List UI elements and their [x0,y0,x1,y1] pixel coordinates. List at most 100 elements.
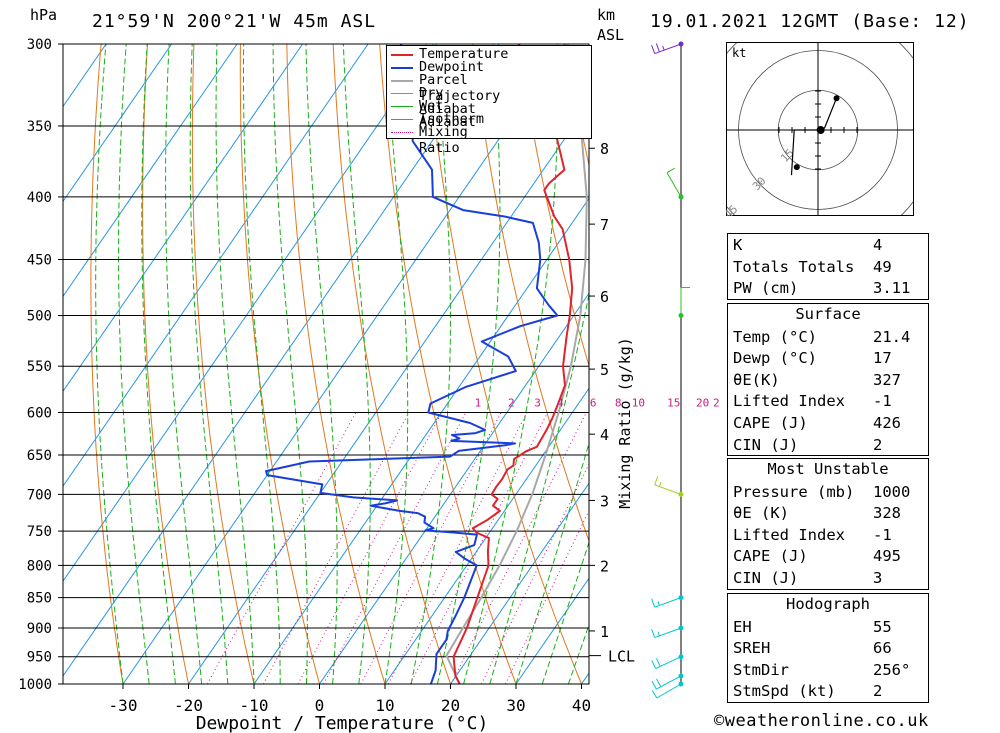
wind-barb-shaft [666,172,682,198]
most-unstable-title: Most Unstable [767,460,889,478]
stat-label: StmSpd (kt) [733,682,836,701]
wet-adiabat-line [342,44,371,684]
mixing-ratio-label: 6 [590,397,597,410]
dry-adiabat-line [658,44,720,684]
km-tick-label: 8 [600,140,609,158]
pressure-tick-label: 750 [27,524,52,540]
stat-label: CIN (J) [733,435,799,454]
stat-row-temp: Temp (°C) 21.4 [728,326,928,348]
pressure-tick-label: 500 [27,309,52,325]
stat-value: 2 [873,682,883,701]
skewt-chart: 3003504004505005506006507007508008509009… [18,37,720,733]
pressure-tick-label: 1000 [18,677,52,693]
mixing-ratio-label: 3 [534,397,541,410]
stat-label: Temp (°C) [733,327,817,346]
dry-adiabat-line [239,44,320,684]
mixing-ratio-label: 15 [667,397,680,410]
wind-barb-shaft [655,656,682,670]
legend-swatch [391,54,413,56]
stat-label: Pressure (mb) [733,482,855,501]
stat-row-stmdir: StmDir 256° [728,659,928,681]
km-tick-label: 3 [600,492,609,510]
isotherm-line [319,292,589,684]
stat-row-cin: CIN (J) 3 [728,567,928,589]
mixing-ratio-label: 1 [475,397,482,410]
temperature-tick-label: 40 [572,696,591,715]
wind-barb-shaft [656,683,682,699]
legend-swatch [391,67,413,69]
km-tick-label: 6 [600,288,609,306]
wind-barb-flag [651,660,657,669]
stat-row-cin: CIN (J) 2 [728,434,928,456]
stat-label: SREH [733,639,771,658]
wind-barb-half-flag [657,631,660,637]
pressure-tick-label: 600 [27,405,52,421]
pressure-tick-label: 550 [27,359,52,375]
legend-swatch [391,80,413,82]
stat-row-lifted-index: Lifted Index -1 [728,390,928,412]
stat-label: Lifted Index [733,525,845,544]
temperature-tick-label: 10 [375,696,394,715]
stat-label: CAPE (J) [733,547,808,566]
stat-label: Lifted Index [733,392,845,411]
legend-swatch [391,132,413,133]
stat-row-sreh: SREH 66 [728,637,928,659]
surface-title: Surface [795,305,861,323]
temperature-tick-label: 0 [315,696,325,715]
wet-adiabat-line [436,44,501,684]
pressure-unit-label: hPa [30,6,58,24]
mixing-ratio-line [297,412,443,684]
legend-label: Temperature [419,46,509,62]
plot-frame [62,43,590,685]
chart-legend: Temperature Dewpoint Parcel Trajectory D… [386,45,592,156]
wet-adiabat-line [567,623,589,684]
pressure-tick-label: 700 [27,487,52,503]
temperature-tick-label: 20 [441,696,460,715]
legend-label: Dry Adiabat [419,85,476,117]
wet-adiabat-line [410,44,451,684]
wind-barb-flag [651,598,656,608]
hodograph-marker [833,95,840,102]
stat-value: 49 [873,257,892,276]
stat-row-totals: Totals Totals 49 [728,256,928,278]
mixing-ratio-line [262,412,410,684]
pressure-tick-label: 350 [27,119,52,135]
km-tick-label: 1 [600,623,609,641]
x-axis-label: Dewpoint / Temperature (°C) [196,713,489,733]
stat-label: StmDir [733,660,789,679]
stat-label: θE(K) [733,370,780,389]
stat-label: PW (cm) [733,279,799,298]
stat-value: 256° [873,660,911,679]
stat-value: 55 [873,617,892,636]
isotherm-line [384,387,589,684]
hodograph-title: Hodograph [786,595,870,613]
stat-value: 17 [873,349,892,368]
isotherm-line [63,44,304,393]
wind-barb-flag [656,678,662,687]
isotherm-line [63,44,107,108]
stat-row-thetae: θE (K) 328 [728,502,928,524]
km-unit-label: km [597,6,616,24]
legend-label: Parcel Trajectory [419,72,501,104]
stat-value: 327 [873,370,901,389]
mixing-ratio-label: 25 [713,397,720,410]
stat-row-lifted-index: Lifted Index -1 [728,524,928,546]
legend-swatch [391,106,413,107]
isotherm-line [63,44,173,203]
copyright-link[interactable]: ©weatheronline.co.uk [714,711,929,731]
mixing-ratio-line [450,412,587,684]
stat-value: 426 [873,413,901,432]
stat-value: 495 [873,547,901,566]
dry-adiabat-line [90,44,124,684]
isotherm-line [63,44,435,582]
km-tick-label: 7 [600,216,609,234]
hodograph-marker [793,164,800,171]
stat-value: 3 [873,568,883,587]
stat-value: -1 [873,392,892,411]
wet-adiabat-line [595,44,720,684]
stat-value: 66 [873,639,892,658]
wind-barb-flag [655,43,660,53]
wet-adiabat-line [189,44,229,684]
